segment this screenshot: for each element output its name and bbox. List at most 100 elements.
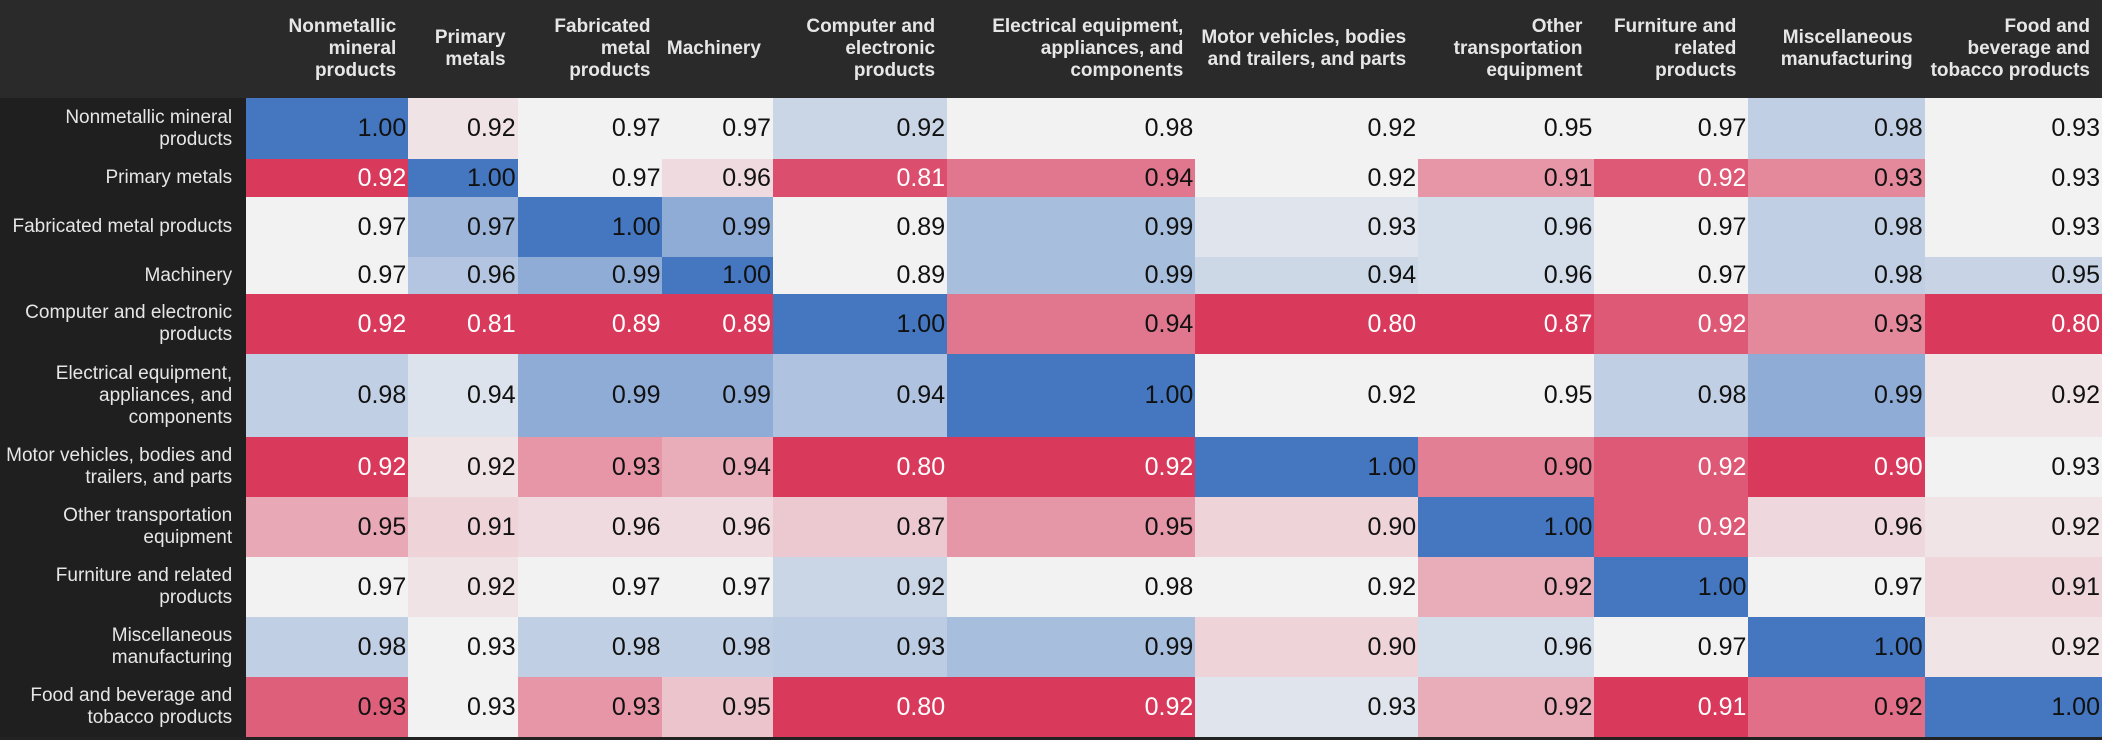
heatmap-row: Machinery 0.97 0.96 0.99 1.00 0.89 0.99 0.94 0.9… bbox=[0, 257, 2102, 294]
heatmap-cell: 1.00 bbox=[1748, 617, 1925, 677]
heatmap-row: Computer and electronic products 0.92 0.81… bbox=[0, 294, 2102, 354]
heatmap-cell: 0.98 bbox=[662, 617, 773, 677]
column-header: Nonmetallic mineral products bbox=[246, 0, 409, 98]
heatmap-cell: 0.92 bbox=[1195, 98, 1419, 159]
heatmap-cell: 0.93 bbox=[1195, 677, 1419, 737]
heatmap-cell: 0.80 bbox=[772, 677, 948, 737]
heatmap-cell: 0.87 bbox=[772, 497, 948, 557]
column-header: Food and beverage and tobacco products bbox=[1924, 0, 2102, 98]
heatmap-cell: 0.92 bbox=[1418, 677, 1595, 737]
heatmap-cell: 0.93 bbox=[1924, 197, 2102, 257]
heatmap-cell: 0.92 bbox=[1594, 294, 1749, 354]
heatmap-cell: 0.95 bbox=[246, 497, 409, 557]
heatmap-row: Nonmetallic mineral products 1.00 0.92 0.97… bbox=[0, 98, 2102, 159]
heatmap-cell: 0.95 bbox=[662, 677, 773, 737]
heatmap-cell: 0.93 bbox=[772, 617, 948, 677]
heatmap-row: Furniture and related products 0.97 0.92 0.… bbox=[0, 557, 2102, 617]
heatmap-cell: 0.92 bbox=[246, 294, 409, 354]
heatmap-cell: 0.97 bbox=[246, 557, 409, 617]
row-header: Nonmetallic mineral products bbox=[0, 98, 247, 159]
heatmap-cell: 0.99 bbox=[1748, 354, 1925, 437]
heatmap-cell: 0.92 bbox=[772, 98, 948, 159]
heatmap-cell: 0.92 bbox=[947, 677, 1196, 737]
heatmap-cell: 0.92 bbox=[1594, 497, 1749, 557]
heatmap-cell: 0.90 bbox=[1195, 617, 1419, 677]
row-header: Motor vehicles, bodies and trailers, and… bbox=[0, 437, 247, 497]
heatmap-cell: 0.98 bbox=[1594, 354, 1749, 437]
row-header: Computer and electronic products bbox=[0, 294, 247, 354]
heatmap-cell: 1.00 bbox=[517, 197, 663, 257]
heatmap-cell: 0.97 bbox=[246, 197, 409, 257]
heatmap-cell: 0.99 bbox=[517, 257, 663, 294]
heatmap-cell: 0.96 bbox=[662, 497, 773, 557]
heatmap-cell: 0.92 bbox=[408, 98, 518, 159]
row-header: Machinery bbox=[0, 257, 247, 294]
row-header: Food and beverage and tobacco products bbox=[0, 677, 247, 737]
heatmap-cell: 0.98 bbox=[517, 617, 663, 677]
heatmap-cell: 0.96 bbox=[1418, 257, 1595, 294]
heatmap-cell: 0.93 bbox=[517, 677, 663, 737]
heatmap-row: Primary metals 0.92 1.00 0.97 0.96 0.81 0.94 0.… bbox=[0, 159, 2102, 197]
heatmap-row: Other transportation equipment 0.95 0.91 0.… bbox=[0, 497, 2102, 557]
heatmap-cell: 1.00 bbox=[947, 354, 1196, 437]
heatmap-cell: 0.91 bbox=[1924, 557, 2102, 617]
heatmap-cell: 0.98 bbox=[1748, 257, 1925, 294]
heatmap-cell: 0.91 bbox=[1418, 159, 1595, 197]
row-header: Miscellaneous manufacturing bbox=[0, 617, 247, 677]
heatmap-cell: 0.97 bbox=[1594, 98, 1749, 159]
heatmap-cell: 0.98 bbox=[1748, 197, 1925, 257]
heatmap-cell: 0.96 bbox=[1748, 497, 1925, 557]
heatmap-cell: 1.00 bbox=[1195, 437, 1419, 497]
column-header: Electrical equipment, appliances, and co… bbox=[947, 0, 1196, 98]
heatmap-cell: 0.92 bbox=[772, 557, 948, 617]
row-header: Furniture and related products bbox=[0, 557, 247, 617]
heatmap-cell: 0.92 bbox=[947, 437, 1196, 497]
heatmap-row: Electrical equipment, appliances, and co… bbox=[0, 354, 2102, 437]
heatmap-row: Motor vehicles, bodies and trailers, and… bbox=[0, 437, 2102, 497]
heatmap-row: Fabricated metal products 0.97 0.97 1.00 0.9… bbox=[0, 197, 2102, 257]
heatmap-cell: 0.93 bbox=[1748, 294, 1925, 354]
heatmap-cell: 1.00 bbox=[246, 98, 409, 159]
row-header: Other transportation equipment bbox=[0, 497, 247, 557]
heatmap-cell: 0.96 bbox=[408, 257, 518, 294]
heatmap-cell: 0.98 bbox=[246, 354, 409, 437]
heatmap-cell: 0.96 bbox=[1418, 197, 1595, 257]
heatmap-cell: 0.96 bbox=[662, 159, 773, 197]
heatmap-cell: 1.00 bbox=[662, 257, 773, 294]
heatmap-cell: 0.99 bbox=[662, 354, 773, 437]
heatmap-cell: 0.98 bbox=[947, 557, 1196, 617]
heatmap-cell: 0.93 bbox=[1195, 197, 1419, 257]
heatmap-cell: 0.90 bbox=[1748, 437, 1925, 497]
heatmap-cell: 0.98 bbox=[947, 98, 1196, 159]
heatmap-cell: 0.89 bbox=[772, 257, 948, 294]
heatmap-cell: 0.89 bbox=[517, 294, 663, 354]
column-header: Miscellaneous manufacturing bbox=[1748, 0, 1925, 98]
heatmap-cell: 0.97 bbox=[1594, 197, 1749, 257]
heatmap-cell: 0.94 bbox=[947, 159, 1196, 197]
heatmap-cell: 0.92 bbox=[1924, 354, 2102, 437]
heatmap-cell: 0.81 bbox=[408, 294, 518, 354]
heatmap-cell: 1.00 bbox=[1418, 497, 1595, 557]
heatmap-cell: 0.89 bbox=[772, 197, 948, 257]
heatmap-cell: 0.92 bbox=[1748, 677, 1925, 737]
column-header: Other transportation equipment bbox=[1418, 0, 1595, 98]
heatmap-cell: 0.92 bbox=[408, 557, 518, 617]
heatmap-cell: 0.96 bbox=[517, 497, 663, 557]
heatmap-row: Food and beverage and tobacco products 0.… bbox=[0, 677, 2102, 737]
heatmap-cell: 0.80 bbox=[772, 437, 948, 497]
heatmap-cell: 0.91 bbox=[408, 497, 518, 557]
heatmap-cell: 0.95 bbox=[1418, 98, 1595, 159]
column-header: Machinery bbox=[662, 0, 773, 98]
heatmap-cell: 0.93 bbox=[517, 437, 663, 497]
heatmap-cell: 0.90 bbox=[1195, 497, 1419, 557]
heatmap-cell: 0.97 bbox=[1594, 257, 1749, 294]
heatmap-cell: 0.95 bbox=[1924, 257, 2102, 294]
row-header: Fabricated metal products bbox=[0, 197, 247, 257]
heatmap-cell: 0.96 bbox=[1418, 617, 1595, 677]
heatmap-cell: 0.97 bbox=[517, 98, 663, 159]
heatmap-cell: 0.92 bbox=[1195, 159, 1419, 197]
heatmap-cell: 0.97 bbox=[246, 257, 409, 294]
heatmap-cell: 0.89 bbox=[662, 294, 773, 354]
column-header-row: Nonmetallic mineral products Primary meta… bbox=[0, 0, 2102, 98]
heatmap-cell: 1.00 bbox=[772, 294, 948, 354]
